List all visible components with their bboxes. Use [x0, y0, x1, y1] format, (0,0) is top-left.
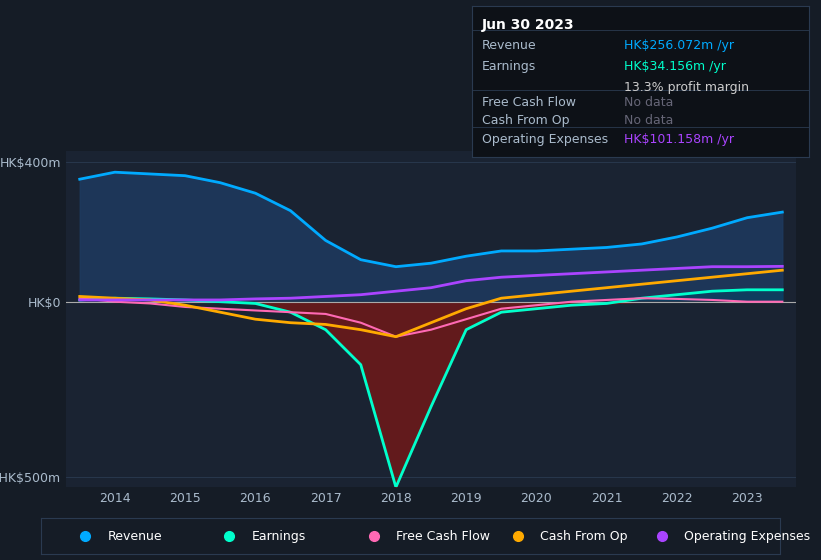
- Text: Free Cash Flow: Free Cash Flow: [396, 530, 489, 543]
- Text: Operating Expenses: Operating Expenses: [684, 530, 810, 543]
- Text: No data: No data: [624, 114, 673, 128]
- Text: Cash From Op: Cash From Op: [482, 114, 570, 128]
- Text: Earnings: Earnings: [482, 60, 536, 73]
- Text: HK$101.158m /yr: HK$101.158m /yr: [624, 133, 733, 146]
- Text: Revenue: Revenue: [482, 39, 537, 52]
- Text: HK$256.072m /yr: HK$256.072m /yr: [624, 39, 733, 52]
- Text: No data: No data: [624, 96, 673, 109]
- Text: Jun 30 2023: Jun 30 2023: [482, 18, 575, 32]
- Text: Free Cash Flow: Free Cash Flow: [482, 96, 576, 109]
- Text: 13.3% profit margin: 13.3% profit margin: [624, 81, 749, 94]
- Text: Operating Expenses: Operating Expenses: [482, 133, 608, 146]
- Text: Revenue: Revenue: [108, 530, 163, 543]
- Text: HK$34.156m /yr: HK$34.156m /yr: [624, 60, 726, 73]
- Text: Earnings: Earnings: [252, 530, 306, 543]
- Text: Cash From Op: Cash From Op: [540, 530, 627, 543]
